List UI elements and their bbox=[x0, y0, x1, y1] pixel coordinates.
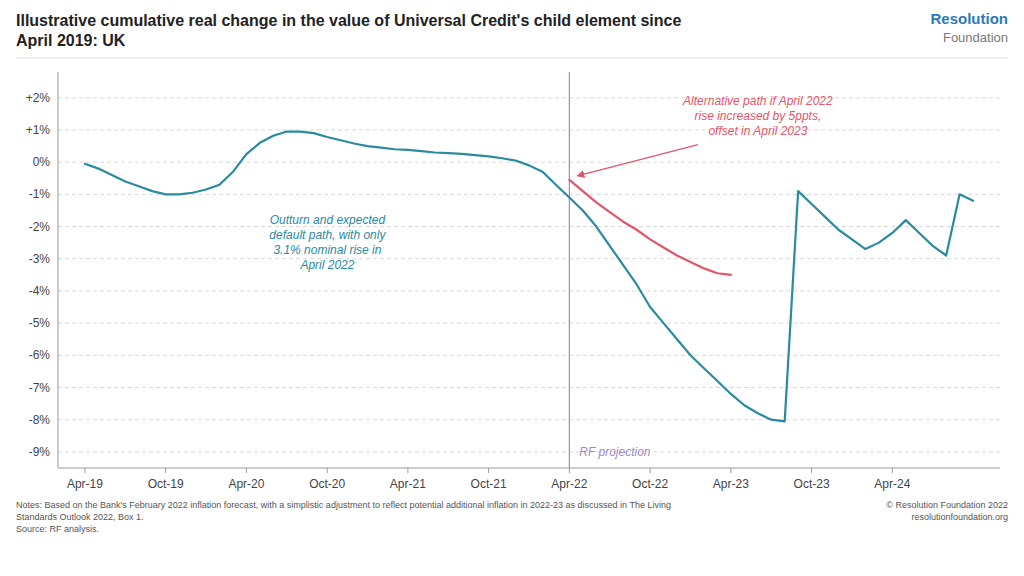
y-tick-label: 0% bbox=[33, 155, 51, 169]
y-tick-label: +1% bbox=[26, 123, 51, 137]
x-tick bbox=[811, 468, 812, 473]
x-tick-label: Oct-23 bbox=[794, 477, 830, 491]
x-tick-label: Oct-21 bbox=[471, 477, 507, 491]
x-tick bbox=[165, 468, 166, 473]
y-tick-label: -3% bbox=[29, 252, 51, 266]
annotation: RF projection bbox=[579, 445, 650, 459]
x-tick-label: Apr-24 bbox=[874, 477, 910, 491]
notes: Notes: Based on the Bank's February 2022… bbox=[16, 500, 671, 534]
y-tick-label: -4% bbox=[29, 284, 51, 298]
plot-area bbox=[85, 72, 973, 468]
x-tick-label: Oct-20 bbox=[309, 477, 345, 491]
x-tick-label: Oct-19 bbox=[148, 477, 184, 491]
y-axis-line bbox=[58, 72, 59, 468]
notes: © Resolution Foundation 2022resolutionfo… bbox=[886, 500, 1008, 522]
grid-line bbox=[58, 323, 1000, 324]
grid-line bbox=[58, 129, 1000, 130]
y-tick-label: -2% bbox=[29, 220, 51, 234]
x-tick bbox=[407, 468, 408, 473]
x-tick-label: Apr-23 bbox=[713, 477, 749, 491]
grid-line bbox=[58, 194, 1000, 195]
y-tick-label: -8% bbox=[29, 413, 51, 427]
x-tick-label: Apr-22 bbox=[551, 477, 587, 491]
x-tick bbox=[488, 468, 489, 473]
chart: Illustrative cumulative real change in t… bbox=[0, 0, 1024, 576]
grid-line bbox=[58, 387, 1000, 388]
title: Illustrative cumulative real change in t… bbox=[16, 12, 681, 49]
series-line bbox=[85, 132, 973, 422]
x-tick-label: Apr-19 bbox=[67, 477, 103, 491]
x-tick bbox=[327, 468, 328, 473]
grid-line bbox=[58, 162, 1000, 163]
grid-line bbox=[58, 419, 1000, 420]
x-tick bbox=[246, 468, 247, 473]
y-tick-label: -1% bbox=[29, 187, 51, 201]
grid bbox=[58, 98, 1000, 452]
grid-line bbox=[58, 97, 1000, 98]
y-tick-label: -7% bbox=[29, 381, 51, 395]
background bbox=[0, 0, 1024, 576]
x-tick bbox=[892, 468, 893, 473]
x-tick bbox=[650, 468, 651, 473]
x-tick-label: Apr-21 bbox=[390, 477, 426, 491]
separator bbox=[16, 58, 1008, 59]
y-tick-label: -5% bbox=[29, 316, 51, 330]
branding: Foundation bbox=[943, 30, 1008, 45]
x-tick-label: Apr-20 bbox=[228, 477, 264, 491]
annotation-arrow bbox=[577, 145, 698, 176]
y-tick-label: -6% bbox=[29, 348, 51, 362]
series-line bbox=[569, 180, 730, 275]
grid-line bbox=[58, 355, 1000, 356]
annotation: Alternative path if April 2022rise incre… bbox=[682, 94, 833, 138]
branding: Resolution bbox=[931, 10, 1009, 27]
x-tick-label: Oct-22 bbox=[632, 477, 668, 491]
y-tick-label: -9% bbox=[29, 445, 51, 459]
reference-line bbox=[569, 72, 570, 468]
grid-line bbox=[58, 226, 1000, 227]
x-tick bbox=[569, 468, 570, 473]
grid-line bbox=[58, 451, 1000, 452]
x-tick bbox=[84, 468, 85, 473]
grid-line bbox=[58, 290, 1000, 291]
grid-line bbox=[58, 258, 1000, 259]
x-axis-line bbox=[58, 468, 1000, 469]
y-tick-label: +2% bbox=[26, 91, 51, 105]
x-tick bbox=[730, 468, 731, 473]
annotation: Outturn and expecteddefault path, with o… bbox=[269, 213, 386, 272]
